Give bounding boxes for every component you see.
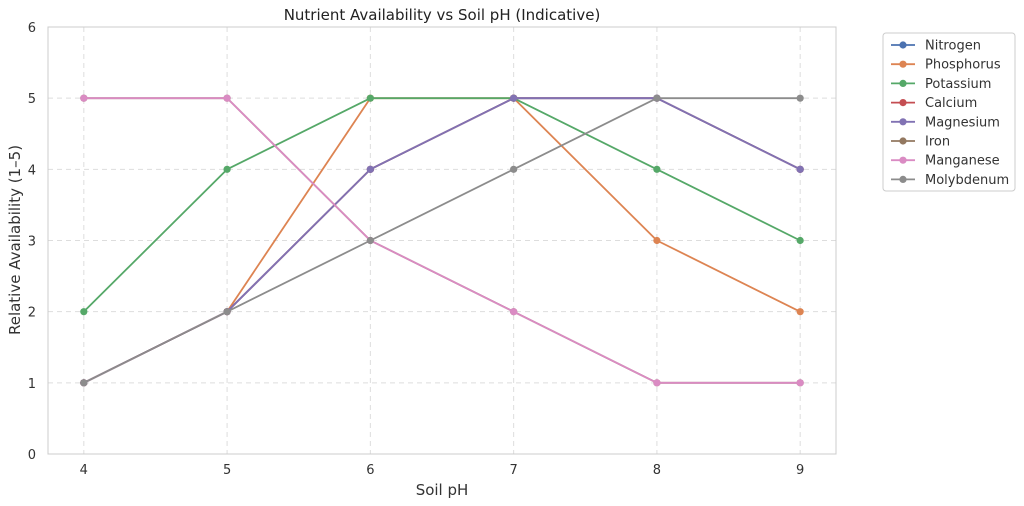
- data-point-phosphorus: [796, 308, 804, 316]
- data-point-molybdenum: [796, 94, 804, 102]
- data-point-manganese: [653, 379, 661, 387]
- legend-label-phosphorus: Phosphorus: [925, 58, 1001, 73]
- legend-marker-calcium: [899, 99, 907, 107]
- data-point-potassium: [796, 236, 804, 245]
- y-tick-label: 1: [28, 377, 36, 392]
- series-lines: [80, 94, 804, 387]
- legend-marker-molybdenum: [899, 175, 907, 183]
- data-point-molybdenum: [223, 308, 231, 316]
- y-tick-label: 3: [28, 235, 36, 250]
- data-point-manganese: [80, 94, 88, 102]
- y-tick-label: 6: [28, 21, 36, 36]
- legend-label-manganese: Manganese: [925, 154, 1000, 169]
- legend-label-molybdenum: Molybdenum: [925, 173, 1009, 188]
- legend-marker-potassium: [899, 79, 907, 87]
- data-point-molybdenum: [366, 236, 374, 245]
- legend-marker-magnesium: [899, 118, 907, 126]
- data-point-potassium: [653, 165, 661, 173]
- legend-marker-iron: [899, 137, 907, 145]
- data-point-potassium: [80, 308, 88, 316]
- legend-label-magnesium: Magnesium: [925, 115, 1000, 130]
- data-point-magnesium: [796, 165, 804, 173]
- data-point-potassium: [223, 165, 231, 173]
- x-tick-label: 9: [796, 463, 804, 478]
- grid: [48, 26, 836, 455]
- y-axis-label: Relative Availability (1–5): [6, 145, 24, 335]
- series-line-potassium: [83, 97, 801, 313]
- data-point-magnesium: [510, 94, 518, 102]
- legend-box: [882, 32, 1016, 192]
- legend-label-calcium: Calcium: [925, 96, 977, 111]
- data-point-potassium: [366, 94, 374, 102]
- y-tick-label: 5: [28, 92, 36, 107]
- x-axis-label: Soil pH: [416, 481, 469, 499]
- series-line-molybdenum: [83, 97, 801, 384]
- data-point-manganese: [510, 308, 518, 316]
- legend-marker-manganese: [899, 156, 907, 164]
- x-tick-label: 8: [653, 463, 661, 478]
- data-point-molybdenum: [510, 165, 518, 173]
- x-tick-label: 6: [366, 463, 374, 478]
- data-point-molybdenum: [80, 379, 88, 387]
- plot-area-frame: [47, 26, 837, 455]
- series-line-manganese: [83, 97, 801, 384]
- legend-label-iron: Iron: [925, 135, 950, 150]
- data-point-magnesium: [366, 165, 374, 173]
- x-tick-label: 5: [223, 463, 231, 478]
- legend-label-nitrogen: Nitrogen: [925, 39, 981, 54]
- y-tick-label: 0: [28, 448, 36, 463]
- data-point-phosphorus: [653, 236, 661, 245]
- legend-marker-phosphorus: [899, 60, 907, 68]
- x-tick-label: 4: [80, 463, 88, 478]
- legend-label-potassium: Potassium: [925, 77, 991, 92]
- data-point-manganese: [223, 94, 231, 102]
- y-tick-label: 2: [28, 306, 36, 321]
- legend-marker-nitrogen: [899, 41, 907, 49]
- chart-title: Nutrient Availability vs Soil pH (Indica…: [284, 6, 601, 24]
- y-tick-label: 4: [28, 163, 36, 178]
- data-point-molybdenum: [653, 94, 661, 102]
- legend: Nitrogen Phosphorus Potassium Calcium Magnes…: [882, 32, 1016, 192]
- axis-ticks: 4 5 6 7 8 9 0 1 2 3 4 5 6: [28, 21, 805, 478]
- data-point-manganese: [796, 379, 804, 387]
- x-tick-label: 7: [509, 463, 517, 478]
